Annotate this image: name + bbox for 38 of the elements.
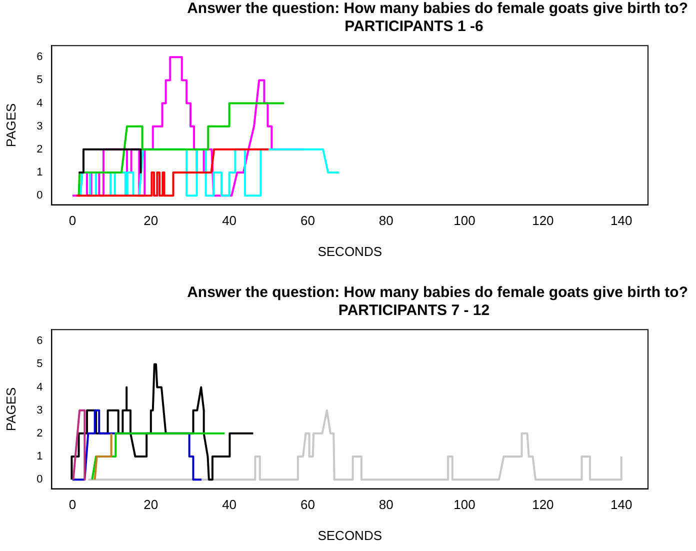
x-tick-label: 80	[378, 497, 394, 512]
chart-title: Answer the question: How many babies do female goats give birth to?	[186, 0, 688, 18]
x-axis-title: SECONDS	[318, 528, 382, 543]
x-tick-label: 120	[532, 497, 554, 512]
chart-title: Answer the question: How many babies do female goats give birth to?	[186, 284, 688, 302]
chart-subtitle: PARTICIPANTS 1 -6	[344, 18, 484, 36]
y-axis-title: PAGES	[3, 386, 18, 432]
y-tick-label: 2	[36, 427, 43, 440]
x-tick-label: 120	[532, 213, 554, 228]
y-axis-title: PAGES	[3, 102, 18, 148]
x-tick-label: 40	[222, 497, 237, 512]
x-tick-label: 100	[454, 213, 476, 228]
x-tick-label: 100	[454, 497, 476, 512]
y-tick-label: 0	[36, 474, 43, 486]
x-tick-label: 20	[144, 497, 158, 512]
y-tick-label: 3	[36, 120, 43, 132]
x-tick-label: 0	[68, 497, 76, 512]
y-tick-label: 0	[36, 190, 43, 202]
x-tick-label: 140	[610, 497, 632, 512]
y-tick-label: 1	[36, 166, 43, 179]
x-tick-label: 20	[144, 213, 158, 228]
x-tick-label: 60	[300, 213, 315, 228]
x-tick-label: 40	[222, 213, 237, 228]
x-axis-title: SECONDS	[318, 244, 382, 259]
y-tick-label: 1	[36, 450, 43, 463]
x-tick-label: 0	[68, 213, 76, 228]
y-tick-label: 6	[36, 335, 43, 348]
x-tick-label: 140	[610, 213, 632, 228]
y-tick-label: 4	[36, 97, 43, 110]
y-tick-label: 6	[36, 51, 43, 64]
y-tick-label: 5	[36, 74, 43, 86]
y-tick-label: 4	[36, 381, 43, 394]
x-tick-label: 60	[300, 497, 315, 512]
y-tick-label: 3	[36, 404, 43, 416]
y-tick-label: 5	[36, 358, 43, 370]
x-tick-label: 80	[378, 213, 394, 228]
chart-subtitle: PARTICIPANTS 7 - 12	[337, 302, 491, 320]
y-tick-label: 2	[36, 143, 43, 156]
